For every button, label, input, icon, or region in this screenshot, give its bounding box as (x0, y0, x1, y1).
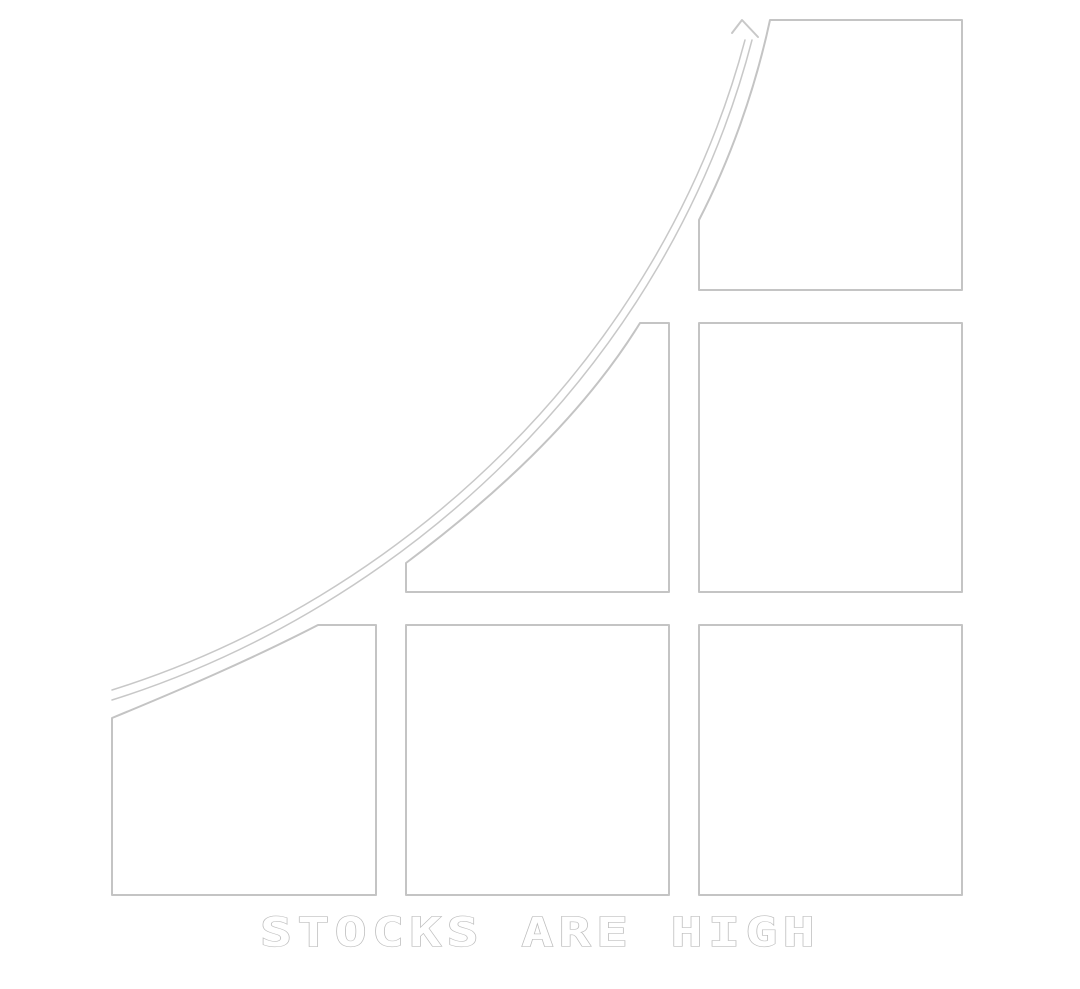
block-right-bottom (698, 624, 963, 896)
block-middle-top (405, 322, 670, 593)
growth-curve-inner (111, 39, 753, 701)
block-left-bottom (111, 624, 377, 896)
growth-curve-outer (111, 39, 746, 691)
growth-arrow (111, 19, 759, 701)
caption-text: STOCKS ARE HIGH (260, 910, 820, 956)
bar-blocks (111, 19, 963, 896)
block-right-top (698, 19, 963, 291)
block-middle-bottom (405, 624, 670, 896)
block-right-middle (698, 322, 963, 593)
arrow-head-icon (731, 19, 759, 38)
